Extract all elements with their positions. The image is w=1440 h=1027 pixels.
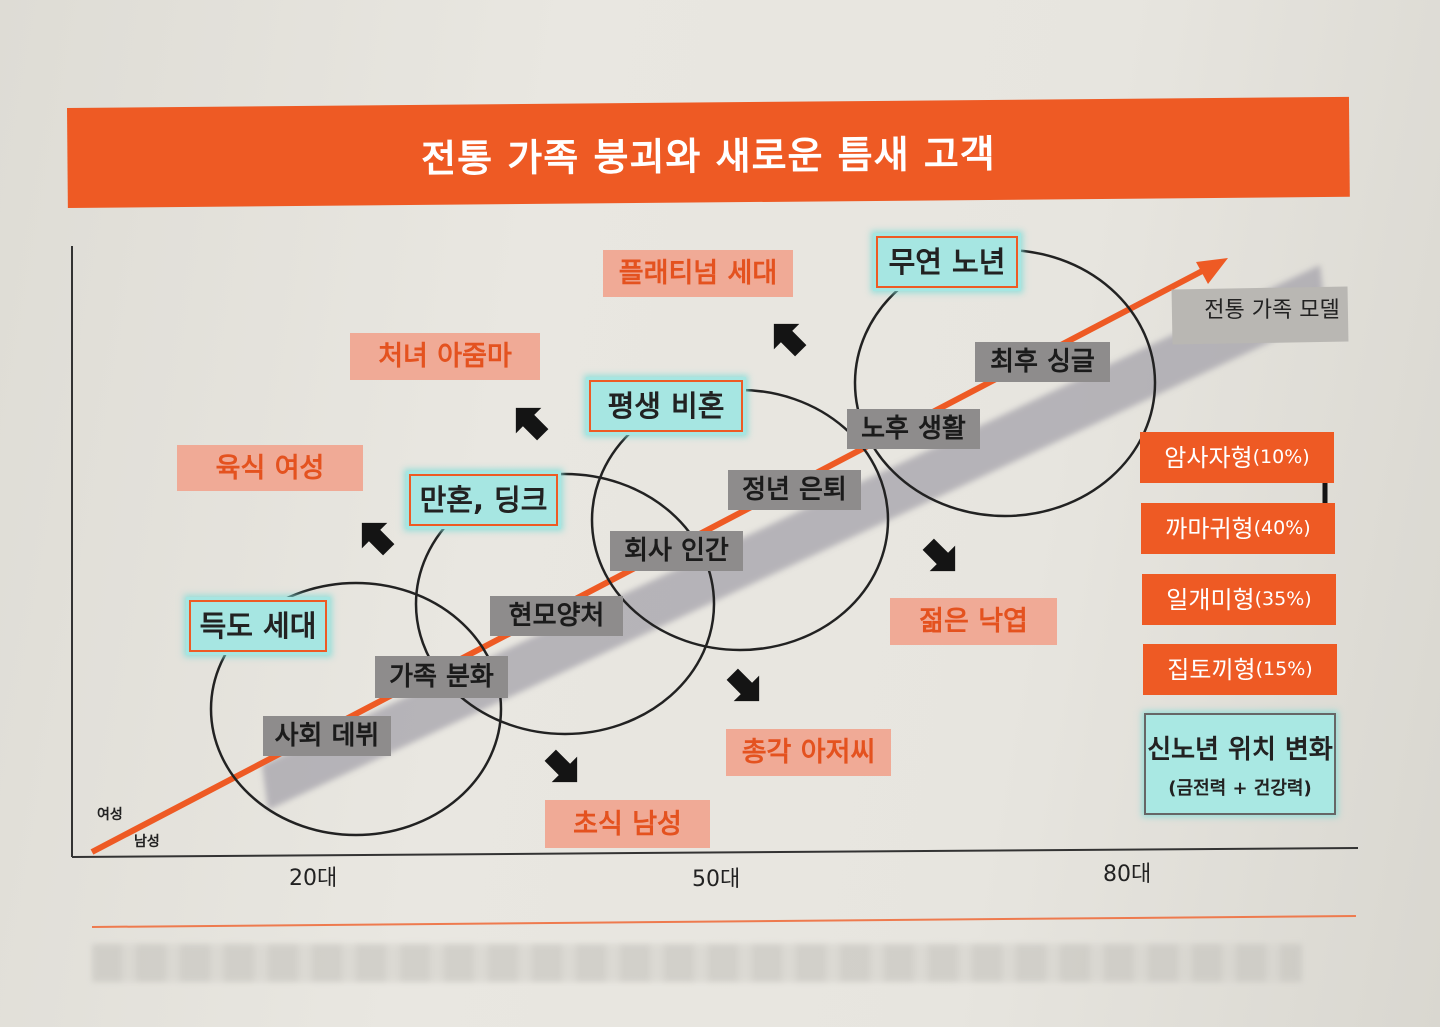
elder-type-box: 일개미형 (35%) xyxy=(1142,574,1336,625)
men-type-label: 젊은 낙엽 xyxy=(890,598,1057,645)
elder-shift-notice: 신노년 위치 변화 (금전력 + 건강력) xyxy=(1144,713,1336,815)
elder-type-pct: (10%) xyxy=(1252,446,1310,468)
women-type-label: 플래티넘 세대 xyxy=(603,250,793,297)
stage-label: 사회 데뷔 xyxy=(263,716,391,756)
single-type-label: 평생 비혼 xyxy=(586,377,746,435)
x-tick-label: 20대 xyxy=(289,866,338,891)
stage-label: 현모양처 xyxy=(490,596,623,636)
single-type-label: 득도 세대 xyxy=(186,597,330,655)
elder-type-name: 암사자형 xyxy=(1164,443,1253,472)
elder-type-box: 암사자형 (10%) xyxy=(1140,432,1334,483)
down-right-arrow-icon xyxy=(544,749,578,783)
y-axis-label-male: 남성 xyxy=(134,834,160,850)
stage-label: 정년 은퇴 xyxy=(728,470,861,510)
y-axis-label-female: 여성 xyxy=(97,807,123,823)
elder-type-pct: (35%) xyxy=(1254,588,1312,610)
women-type-label: 처녀 아줌마 xyxy=(350,333,540,380)
men-type-label: 초식 남성 xyxy=(545,800,710,848)
life-circle-30s xyxy=(414,472,716,736)
elder-type-box: 집토끼형 (15%) xyxy=(1143,644,1337,695)
up-left-arrow-icon xyxy=(361,522,395,556)
stage-label: 최후 싱글 xyxy=(975,342,1110,382)
notice-title: 신노년 위치 변화 xyxy=(1147,734,1333,765)
men-type-label: 총각 아저씨 xyxy=(726,729,891,776)
elder-type-name: 까마귀형 xyxy=(1165,514,1254,543)
elder-type-name: 집토끼형 xyxy=(1167,655,1256,684)
elder-type-pct: (15%) xyxy=(1255,658,1313,680)
elder-type-box: 까마귀형 (40%) xyxy=(1141,503,1335,554)
women-type-label: 육식 여성 xyxy=(177,445,363,491)
up-left-arrow-icon xyxy=(515,407,549,441)
up-left-arrow-icon xyxy=(773,323,807,357)
x-tick-label: 80대 xyxy=(1103,862,1152,887)
elder-type-name: 일개미형 xyxy=(1166,585,1255,614)
elder-type-pct: (40%) xyxy=(1253,517,1311,539)
model-label: 전통 가족 모델 xyxy=(1204,298,1340,323)
down-right-arrow-icon xyxy=(726,668,760,702)
stage-label: 가족 분화 xyxy=(375,656,508,698)
x-tick-label: 50대 xyxy=(692,867,741,892)
single-type-label: 무연 노년 xyxy=(873,233,1021,291)
notice-subtitle: (금전력 + 건강력) xyxy=(1168,777,1312,799)
bleed-through-text xyxy=(92,944,1302,982)
down-right-arrow-icon xyxy=(922,538,956,572)
stage-label: 회사 인간 xyxy=(610,531,743,571)
timeline-shadow-band xyxy=(262,265,1326,810)
life-circle-20s xyxy=(209,581,503,837)
x-axis xyxy=(71,847,1359,858)
single-type-label: 만혼, 딩크 xyxy=(406,471,561,529)
stage-label: 노후 생활 xyxy=(847,409,980,449)
timeline-arrow-head xyxy=(1196,258,1228,284)
